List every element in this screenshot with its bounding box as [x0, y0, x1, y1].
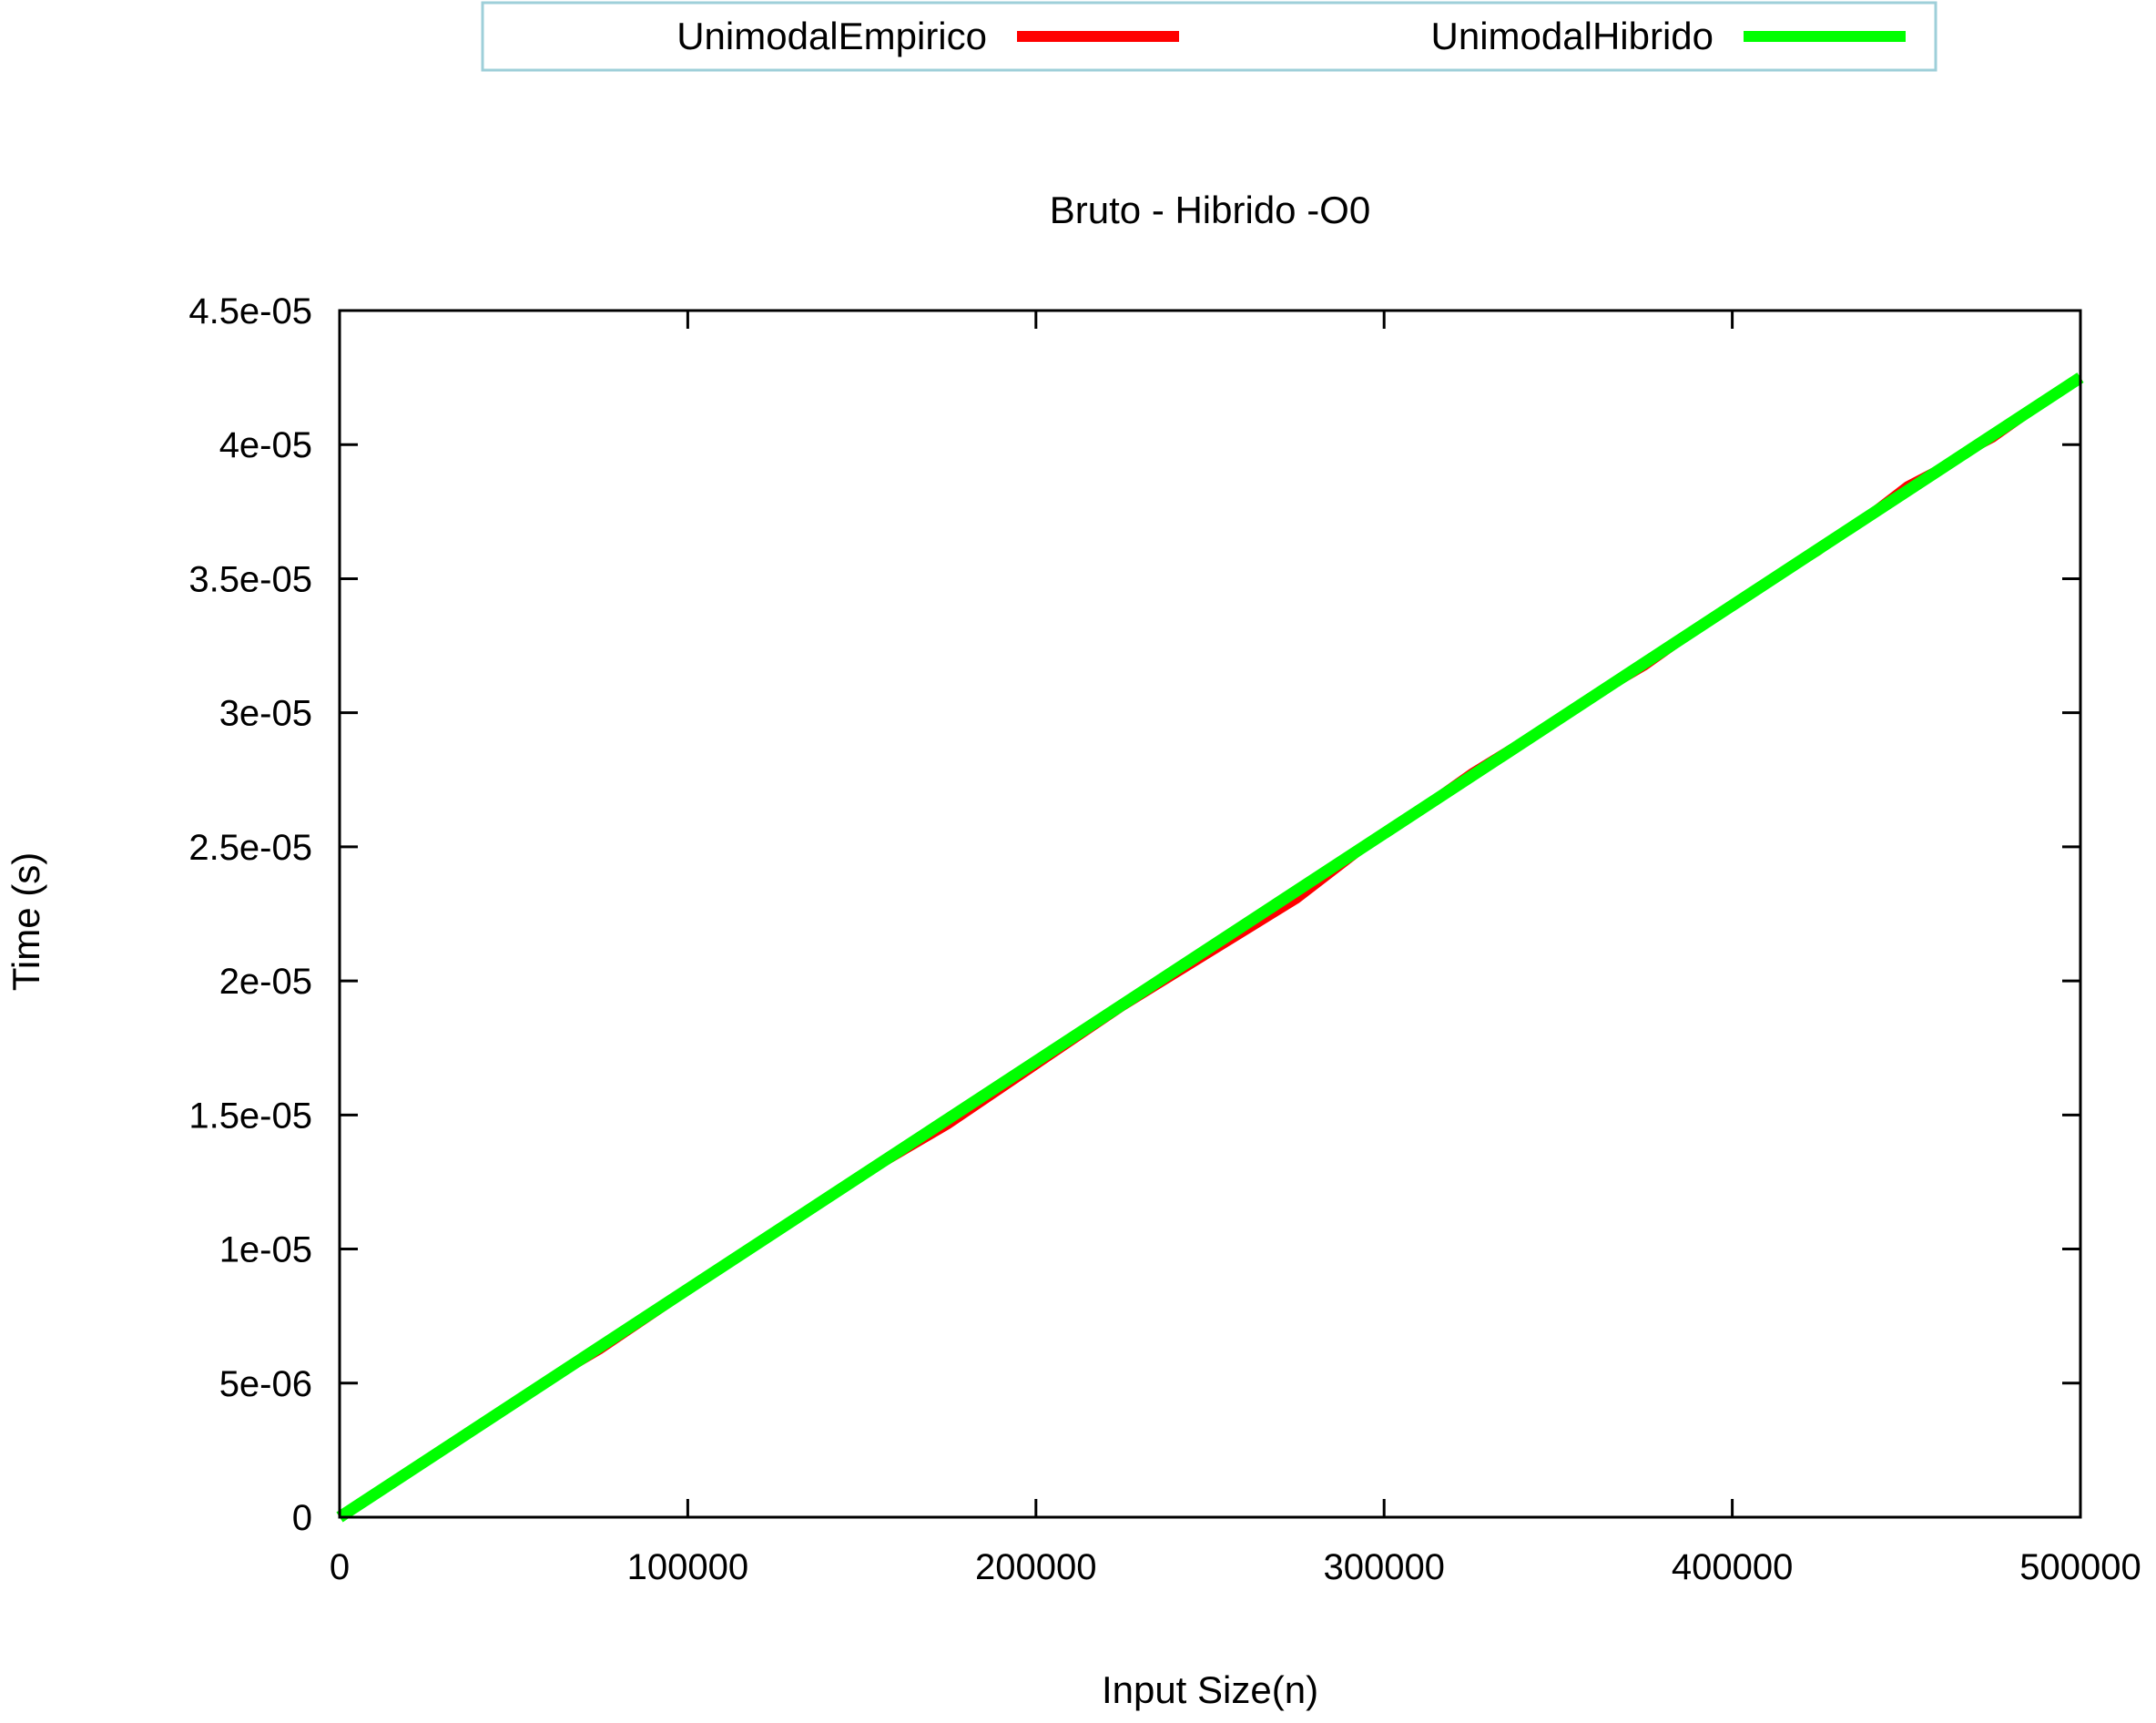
- y-tick-label: 2.5e-05: [188, 828, 312, 868]
- y-tick-label: 5e-06: [219, 1364, 312, 1404]
- legend-label-series-2: UnimodalHibrido: [1431, 15, 1714, 57]
- y-tick-label: 4e-05: [219, 425, 312, 465]
- y-tick-label: 0: [292, 1498, 312, 1538]
- y-axis-label: Time (s): [5, 852, 47, 991]
- y-tick-label: 3e-05: [219, 694, 312, 734]
- x-axis-label: Input Size(n): [1102, 1668, 1318, 1711]
- y-tick-label: 1.5e-05: [188, 1096, 312, 1136]
- y-tick-label: 2e-05: [219, 962, 312, 1002]
- y-tick-label: 1e-05: [219, 1230, 312, 1270]
- chart-title: Bruto - Hibrido -O0: [1050, 189, 1370, 231]
- x-tick-label: 300000: [1323, 1547, 1444, 1587]
- x-tick-label: 200000: [975, 1547, 1096, 1587]
- x-tick-label: 500000: [2019, 1547, 2141, 1587]
- y-tick-label: 4.5e-05: [188, 291, 312, 331]
- x-tick-label: 0: [330, 1547, 350, 1587]
- x-tick-label: 100000: [627, 1547, 748, 1587]
- y-tick-label: 3.5e-05: [188, 559, 312, 599]
- legend: UnimodalEmpirico UnimodalHibrido: [483, 3, 1936, 70]
- legend-label-series-1: UnimodalEmpirico: [676, 15, 987, 57]
- x-tick-label: 400000: [1672, 1547, 1793, 1587]
